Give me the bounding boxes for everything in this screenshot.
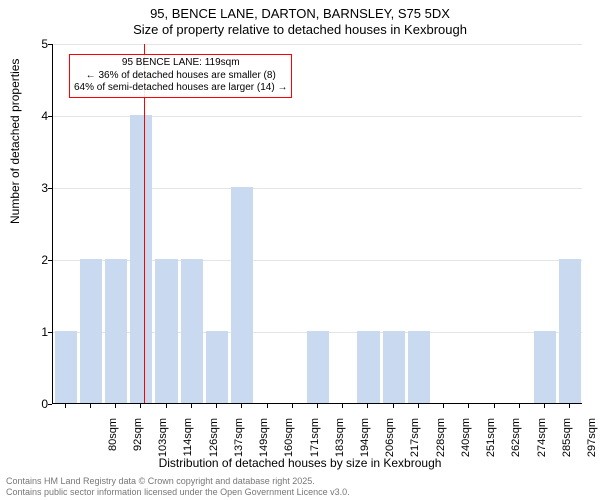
- chart-title-line2: Size of property relative to detached ho…: [0, 22, 600, 37]
- y-tick-mark: [48, 260, 52, 261]
- x-tick-mark: [418, 404, 419, 408]
- annotation-box: 95 BENCE LANE: 119sqm← 36% of detached h…: [69, 54, 292, 98]
- y-tick-mark: [48, 44, 52, 45]
- x-axis-title: Distribution of detached houses by size …: [0, 456, 600, 470]
- histogram-bar: [231, 187, 253, 403]
- x-tick-mark: [191, 404, 192, 408]
- x-tick-mark: [115, 404, 116, 408]
- histogram-bar: [55, 331, 77, 403]
- x-tick-mark: [393, 404, 394, 408]
- y-tick-label: 1: [8, 325, 48, 339]
- reference-line: [144, 44, 145, 403]
- x-tick-mark: [267, 404, 268, 408]
- footer-line1: Contains HM Land Registry data © Crown c…: [6, 476, 350, 487]
- histogram-bar: [357, 331, 379, 403]
- histogram-bar: [307, 331, 329, 403]
- y-tick-label: 2: [8, 253, 48, 267]
- x-tick-mark: [140, 404, 141, 408]
- y-tick-mark: [48, 188, 52, 189]
- x-tick-mark: [241, 404, 242, 408]
- y-tick-mark: [48, 404, 52, 405]
- histogram-bar: [206, 331, 228, 403]
- x-tick-mark: [443, 404, 444, 408]
- x-tick-mark: [569, 404, 570, 408]
- histogram-bar: [383, 331, 405, 403]
- gridline: [53, 44, 582, 45]
- histogram-bar: [181, 259, 203, 403]
- y-tick-label: 4: [8, 109, 48, 123]
- x-tick-mark: [519, 404, 520, 408]
- histogram-chart: 95, BENCE LANE, DARTON, BARNSLEY, S75 5D…: [0, 0, 600, 500]
- y-tick-mark: [48, 116, 52, 117]
- y-tick-mark: [48, 332, 52, 333]
- x-tick-mark: [65, 404, 66, 408]
- x-tick-mark: [494, 404, 495, 408]
- x-tick-mark: [544, 404, 545, 408]
- y-tick-label: 3: [8, 181, 48, 195]
- y-tick-label: 0: [8, 397, 48, 411]
- histogram-bar: [105, 259, 127, 403]
- histogram-bar: [408, 331, 430, 403]
- attribution-footer: Contains HM Land Registry data © Crown c…: [6, 476, 350, 498]
- y-axis-title: Number of detached properties: [8, 59, 22, 224]
- plot-area: 95 BENCE LANE: 119sqm← 36% of detached h…: [52, 44, 582, 404]
- x-tick-mark: [367, 404, 368, 408]
- footer-line2: Contains public sector information licen…: [6, 487, 350, 498]
- x-tick-mark: [166, 404, 167, 408]
- histogram-bar: [80, 259, 102, 403]
- histogram-bar: [155, 259, 177, 403]
- annotation-line: 95 BENCE LANE: 119sqm: [74, 57, 287, 70]
- histogram-bar: [559, 259, 581, 403]
- x-tick-mark: [342, 404, 343, 408]
- x-tick-mark: [90, 404, 91, 408]
- x-tick-mark: [317, 404, 318, 408]
- annotation-line: ← 36% of detached houses are smaller (8): [74, 70, 287, 83]
- annotation-line: 64% of semi-detached houses are larger (…: [74, 82, 287, 95]
- histogram-bar: [130, 115, 152, 403]
- x-tick-mark: [216, 404, 217, 408]
- x-tick-mark: [292, 404, 293, 408]
- chart-title-line1: 95, BENCE LANE, DARTON, BARNSLEY, S75 5D…: [0, 6, 600, 21]
- x-tick-mark: [468, 404, 469, 408]
- histogram-bar: [534, 331, 556, 403]
- y-tick-label: 5: [8, 37, 48, 51]
